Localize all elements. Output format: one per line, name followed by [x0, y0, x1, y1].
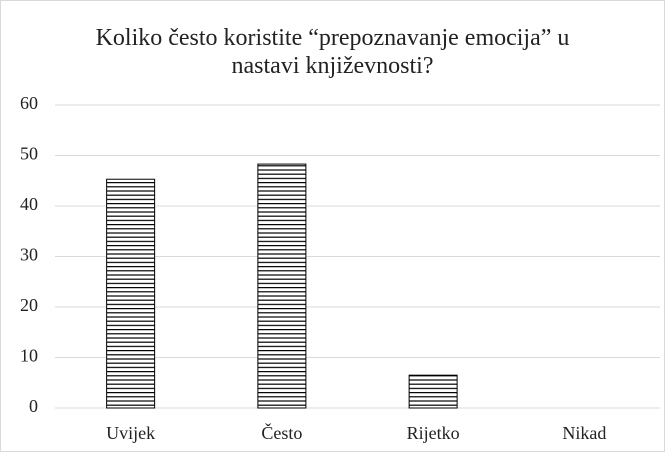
x-tick-label: Rijetko: [407, 423, 460, 443]
y-tick-label: 20: [20, 295, 38, 315]
y-tick-label: 50: [20, 144, 38, 164]
bar: [408, 374, 458, 409]
y-tick-label: 60: [20, 93, 38, 113]
chart-title: Koliko često koristite “prepoznavanje em…: [95, 25, 570, 79]
y-tick-label: 10: [20, 346, 38, 366]
y-tick-label: 0: [29, 396, 38, 416]
y-tick-label: 30: [20, 245, 38, 265]
x-tick-label: Često: [261, 422, 302, 443]
x-tick-label: Nikad: [562, 423, 606, 443]
y-tick-label: 40: [20, 194, 38, 214]
bar: [106, 178, 156, 409]
x-tick-label: Uvijek: [106, 423, 155, 443]
bar: [257, 163, 307, 409]
